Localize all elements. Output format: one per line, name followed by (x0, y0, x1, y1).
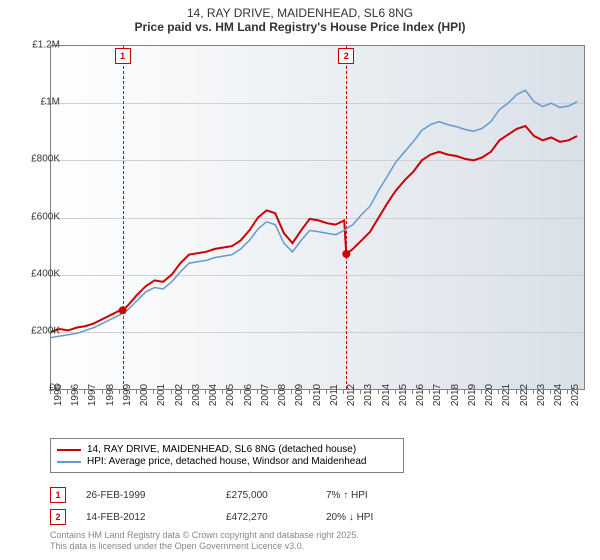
x-axis-tick (84, 390, 85, 394)
x-axis-label: 1998 (105, 384, 116, 406)
legend-item: HPI: Average price, detached house, Wind… (57, 456, 397, 467)
legend-box: 14, RAY DRIVE, MAIDENHEAD, SL6 8NG (deta… (50, 438, 404, 473)
x-axis-tick (222, 390, 223, 394)
x-axis-label: 2024 (553, 384, 564, 406)
transaction-date: 14-FEB-2012 (86, 512, 226, 523)
title-block: 14, RAY DRIVE, MAIDENHEAD, SL6 8NG Price… (0, 0, 600, 36)
x-axis-label: 2002 (174, 384, 185, 406)
transaction-date: 26-FEB-1999 (86, 490, 226, 501)
y-axis-label: £200K (15, 325, 60, 336)
x-axis-label: 2017 (432, 384, 443, 406)
y-axis-label: £1M (15, 97, 60, 108)
x-axis-tick (240, 390, 241, 394)
x-axis-label: 2019 (467, 384, 478, 406)
transaction-row: 1 26-FEB-1999£275,0007% ↑ HPI (50, 484, 585, 506)
marker-dot (342, 250, 350, 258)
x-axis-label: 2015 (398, 384, 409, 406)
transaction-row: 2 14-FEB-2012£472,27020% ↓ HPI (50, 506, 585, 528)
x-axis-label: 2001 (156, 384, 167, 406)
chart-plot-area: 12 (50, 45, 585, 390)
x-axis-label: 2021 (501, 384, 512, 406)
x-axis-label: 2022 (519, 384, 530, 406)
x-axis-tick (498, 390, 499, 394)
series-line (51, 90, 577, 337)
x-axis-label: 2014 (381, 384, 392, 406)
x-axis-tick (464, 390, 465, 394)
x-axis-tick (171, 390, 172, 394)
transaction-price: £275,000 (226, 490, 326, 501)
x-axis-label: 2011 (329, 384, 340, 406)
x-axis-tick (447, 390, 448, 394)
footer-line2: This data is licensed under the Open Gov… (50, 541, 359, 552)
x-axis-label: 1996 (70, 384, 81, 406)
y-axis-label: £600K (15, 211, 60, 222)
series-line (51, 126, 577, 332)
y-axis-label: £400K (15, 268, 60, 279)
x-axis-label: 2007 (260, 384, 271, 406)
transaction-price: £472,270 (226, 512, 326, 523)
x-axis-label: 2000 (139, 384, 150, 406)
title-subtitle: Price paid vs. HM Land Registry's House … (0, 20, 600, 34)
chart-lines (51, 46, 584, 389)
x-axis-tick (119, 390, 120, 394)
y-axis-label: £800K (15, 154, 60, 165)
x-axis-tick (257, 390, 258, 394)
x-axis-label: 2010 (312, 384, 323, 406)
x-axis-tick (188, 390, 189, 394)
x-axis-label: 2020 (484, 384, 495, 406)
x-axis-label: 2003 (191, 384, 202, 406)
x-axis-tick (50, 390, 51, 394)
title-address: 14, RAY DRIVE, MAIDENHEAD, SL6 8NG (0, 6, 600, 20)
x-axis-tick (343, 390, 344, 394)
x-axis-tick (102, 390, 103, 394)
x-axis-label: 2013 (363, 384, 374, 406)
x-axis-label: 2004 (208, 384, 219, 406)
x-axis-tick (309, 390, 310, 394)
y-axis-label: £1.2M (15, 40, 60, 51)
x-axis-label: 2009 (294, 384, 305, 406)
x-axis-tick (274, 390, 275, 394)
transaction-marker: 2 (50, 509, 66, 525)
x-axis-tick (412, 390, 413, 394)
legend-label: 14, RAY DRIVE, MAIDENHEAD, SL6 8NG (deta… (87, 444, 356, 455)
transaction-pct: 7% ↑ HPI (326, 490, 446, 501)
x-axis-tick (550, 390, 551, 394)
x-axis-tick (360, 390, 361, 394)
transaction-marker: 1 (50, 487, 66, 503)
footer-line1: Contains HM Land Registry data © Crown c… (50, 530, 359, 541)
x-axis-tick (153, 390, 154, 394)
x-axis-tick (136, 390, 137, 394)
legend-item: 14, RAY DRIVE, MAIDENHEAD, SL6 8NG (deta… (57, 444, 397, 455)
x-axis-label: 2023 (536, 384, 547, 406)
x-axis-tick (481, 390, 482, 394)
x-axis-tick (429, 390, 430, 394)
x-axis-label: 2005 (225, 384, 236, 406)
x-axis-label: 1997 (87, 384, 98, 406)
x-axis-label: 2012 (346, 384, 357, 406)
x-axis-tick (395, 390, 396, 394)
legend-swatch (57, 461, 81, 463)
x-axis-tick (291, 390, 292, 394)
marker-dot (119, 306, 127, 314)
x-axis-tick (378, 390, 379, 394)
legend-label: HPI: Average price, detached house, Wind… (87, 456, 366, 467)
x-axis-tick (326, 390, 327, 394)
x-axis-label: 2018 (450, 384, 461, 406)
x-axis-tick (205, 390, 206, 394)
transaction-table: 1 26-FEB-1999£275,0007% ↑ HPI 2 14-FEB-2012… (50, 484, 585, 528)
x-axis-label: 2008 (277, 384, 288, 406)
x-axis-tick (516, 390, 517, 394)
x-axis-label: 2016 (415, 384, 426, 406)
x-axis-tick (567, 390, 568, 394)
x-axis-tick (533, 390, 534, 394)
x-axis-label: 1995 (53, 384, 64, 406)
x-axis-label: 1999 (122, 384, 133, 406)
footer-attribution: Contains HM Land Registry data © Crown c… (50, 530, 359, 552)
transaction-pct: 20% ↓ HPI (326, 512, 446, 523)
x-axis-label: 2006 (243, 384, 254, 406)
chart-container: 14, RAY DRIVE, MAIDENHEAD, SL6 8NG Price… (0, 0, 600, 560)
x-axis-tick (67, 390, 68, 394)
x-axis-label: 2025 (570, 384, 581, 406)
legend-swatch (57, 449, 81, 451)
